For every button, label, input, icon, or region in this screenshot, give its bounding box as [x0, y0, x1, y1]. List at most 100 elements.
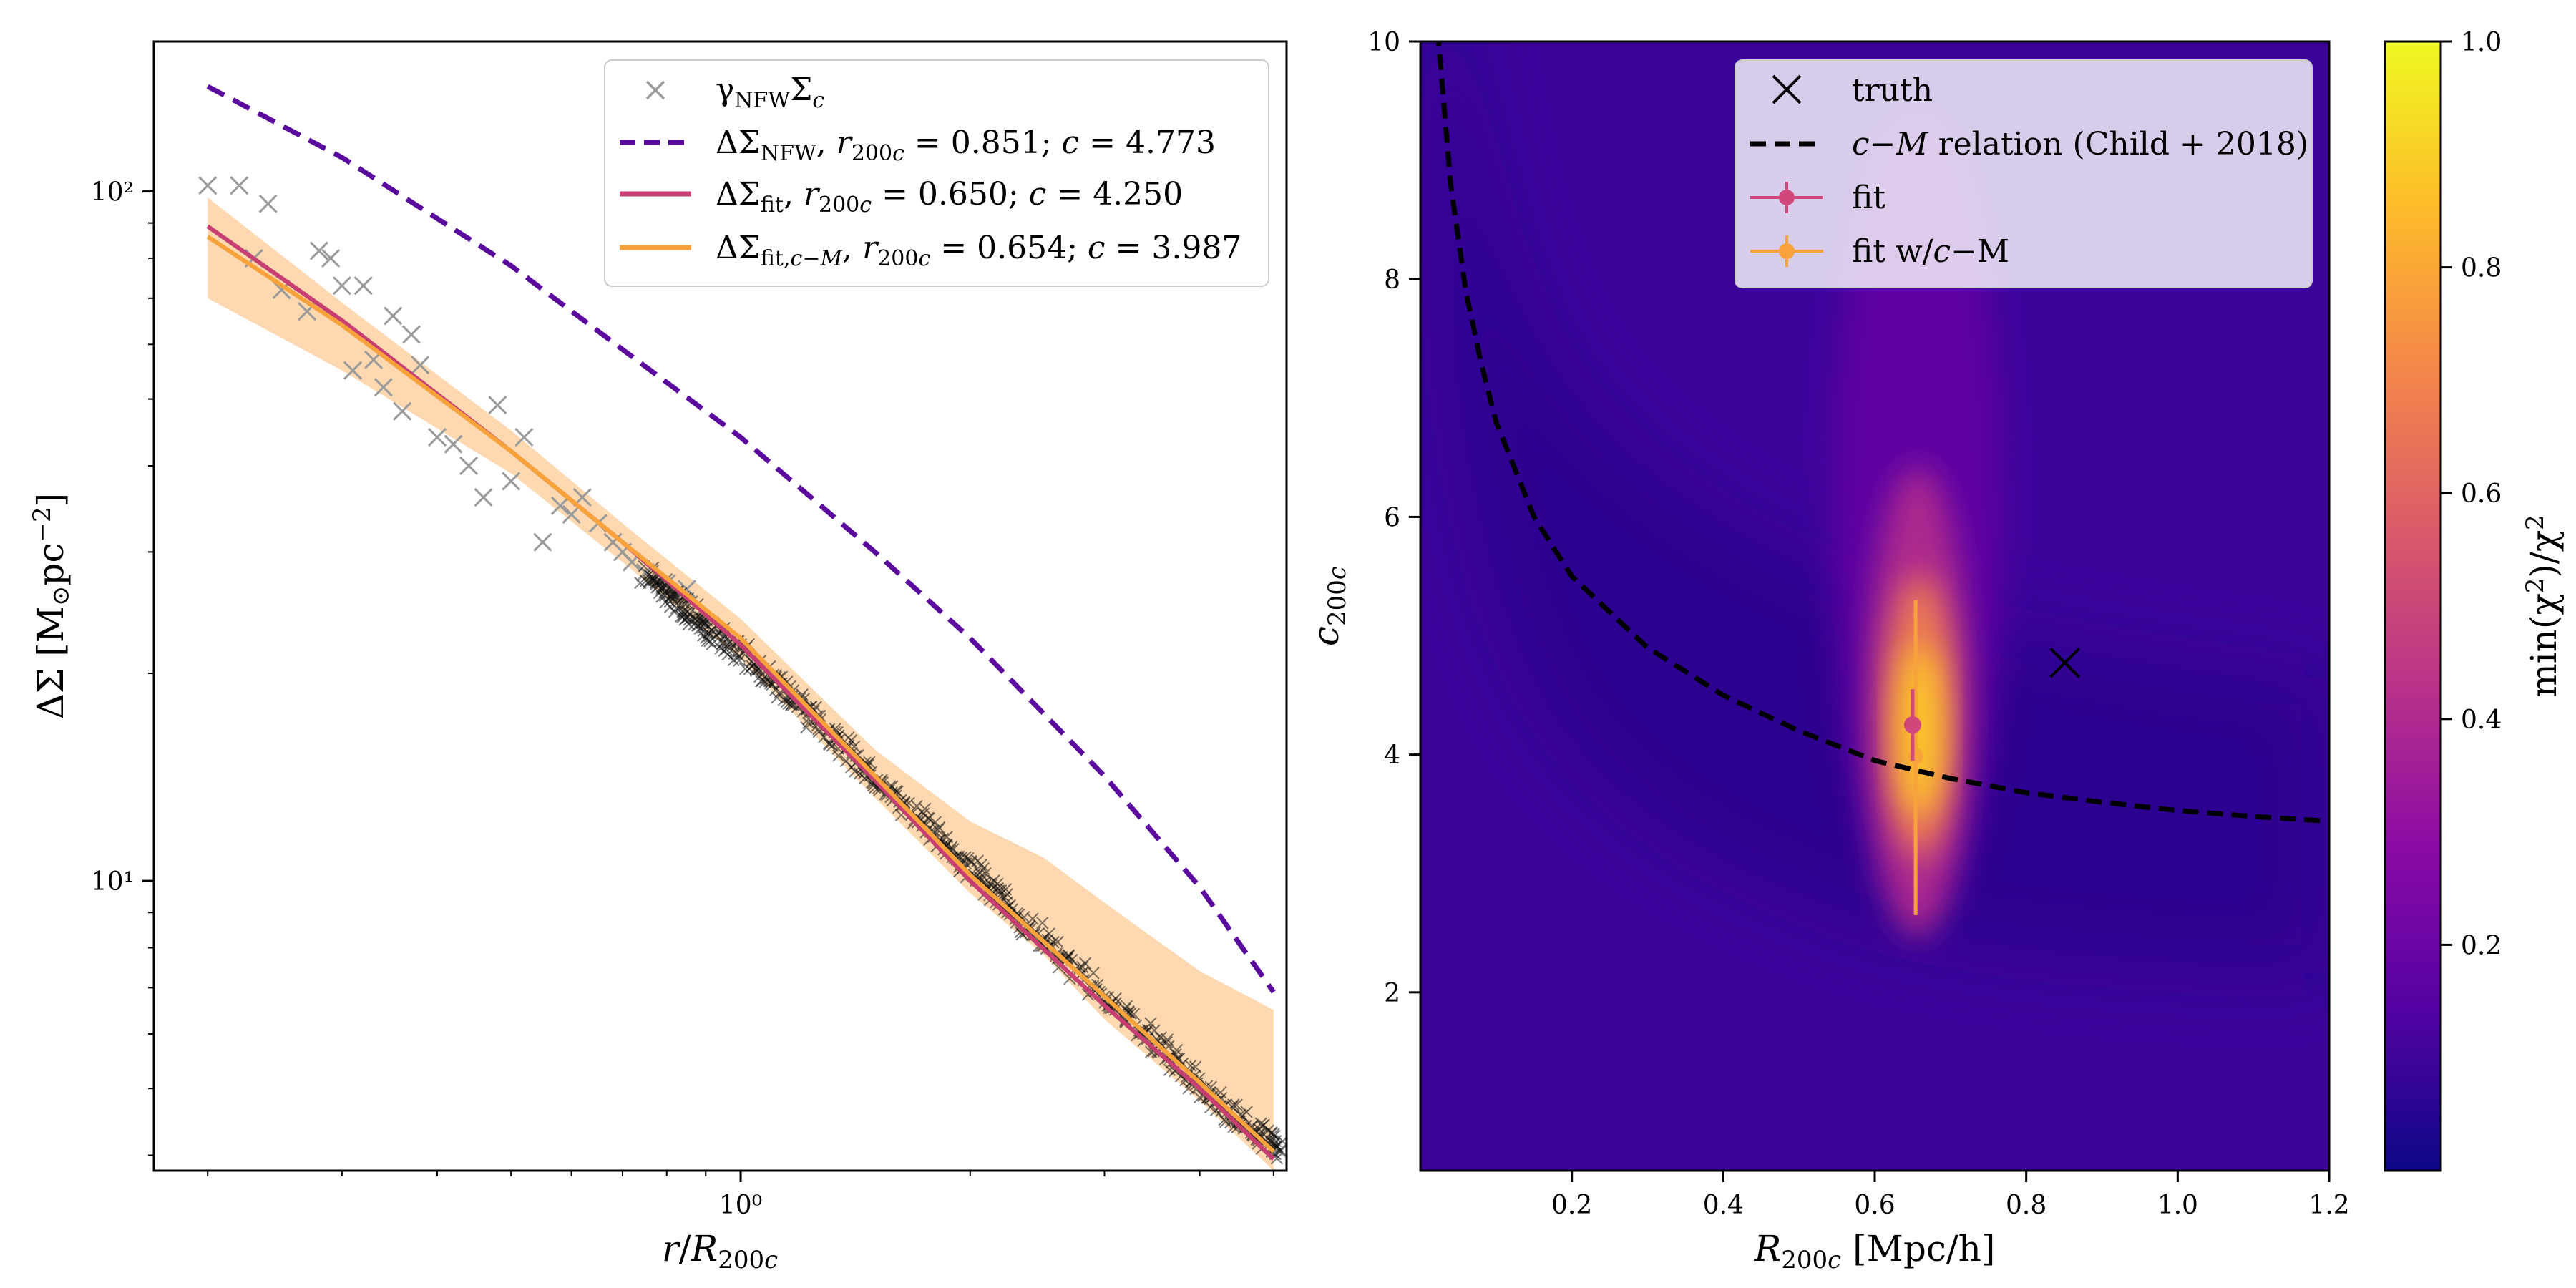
dense-point: [1051, 935, 1064, 949]
svg-text:ΔΣfit, r200c = 0.650; c = 4.2: ΔΣfit, r200c = 0.650; c = 4.250: [716, 176, 1183, 218]
x-tick-label: 10⁰: [719, 1191, 762, 1220]
y-tick-label: 6: [1384, 503, 1400, 532]
dense-point: [1087, 967, 1100, 980]
x-tick-label: 0.8: [2006, 1191, 2046, 1220]
dense-point: [965, 854, 977, 868]
nfw-line: [206, 84, 1276, 994]
x-tick-label: 0.6: [1854, 1191, 1895, 1220]
dense-point: [1160, 1036, 1173, 1049]
fit-cm-point: [1908, 748, 1924, 764]
y-tick-label: 10: [1367, 28, 1400, 57]
scatter-point: [550, 496, 570, 515]
left-x-axis-label: r/R200c: [662, 1228, 778, 1274]
dense-point: [1036, 917, 1049, 930]
dense-point: [1078, 957, 1092, 970]
right-legend-box: [1735, 59, 2313, 288]
dense-point: [738, 663, 752, 675]
right-y-axis-label: c200c: [1305, 566, 1352, 646]
heatmap-likelihood-band: [1435, 42, 2329, 974]
scatter-point: [309, 241, 328, 260]
scatter-point: [533, 532, 552, 552]
dense-point: [719, 643, 733, 656]
scatter-point: [411, 356, 430, 375]
colorbar: 0.2 0.4 0.6 0.8 1.0 min(χ2)/χ2: [2384, 28, 2565, 1172]
dense-point: [1174, 1070, 1188, 1083]
dense-point: [922, 811, 935, 825]
colorbar-tick-label: 0.6: [2461, 479, 2502, 509]
left-panel: 10⁰ 10¹ 10² r/R200c ΔΣ [M⊙pc−2] γNFWΣc ΔΣN…: [28, 40, 1288, 1274]
dense-point: [706, 638, 718, 651]
heat-peak: [1898, 645, 1942, 817]
scatter-point: [321, 248, 341, 268]
y-tick-label: 10¹: [91, 867, 134, 897]
legend-entry-fit-marker: fit: [1750, 180, 1885, 216]
right-ticks: 0.2 0.4 0.6 0.8 1.0 1.2 2 4 6 8 10: [1367, 28, 2349, 1220]
dense-point: [727, 653, 740, 667]
y-tick-label: 10²: [91, 178, 134, 208]
colorbar-tick-label: 0.8: [2461, 254, 2502, 283]
scatter-point: [427, 428, 447, 447]
colorbar-frame: [2384, 40, 2442, 1172]
left-legend-box: [604, 59, 1269, 287]
scatter-point: [444, 434, 463, 454]
scatter-point: [258, 194, 278, 213]
dense-point: [931, 824, 945, 836]
dense-point: [1119, 1013, 1132, 1026]
legend-entry-fit: ΔΣfit, r200c = 0.650; c = 4.250: [620, 176, 1183, 218]
svg-text:fit: fit: [1852, 180, 1885, 216]
right-x-axis-label: R200c [Mpc/h]: [1754, 1228, 1996, 1274]
scatter-point: [353, 276, 373, 296]
dense-point: [733, 654, 746, 667]
y-tick-label: 8: [1384, 265, 1400, 295]
left-y-axis-label: ΔΣ [M⊙pc−2]: [28, 493, 75, 719]
scatter-point: [488, 396, 507, 415]
scatter-point: [374, 378, 393, 397]
scatter-point: [514, 428, 534, 447]
uncertainty-band: [208, 197, 1274, 1171]
svg-text:ΔΣfit,c−M, r200c = 0.654; c =: ΔΣfit,c−M, r200c = 0.654; c = 3.987: [716, 230, 1241, 271]
dense-point: [975, 858, 988, 872]
right-legend: truth c−M relation (Child + 2018) fit fi…: [1735, 59, 2313, 288]
scatter-point: [198, 176, 218, 195]
legend-entry-fit-cm-marker: fit w/c−M: [1750, 233, 2009, 270]
x-tick-label: 0.2: [1551, 1191, 1592, 1220]
scatter-point: [562, 504, 581, 525]
scatter-point: [401, 325, 421, 344]
dense-point: [771, 691, 784, 704]
truth-marker: [2049, 647, 2081, 678]
legend-marker-truth: [1772, 74, 1802, 104]
scatter-point: [332, 276, 351, 296]
legend-marker-x: [645, 80, 665, 100]
dense-point: [994, 884, 1008, 897]
dense-point: [1230, 1098, 1243, 1111]
dense-point: [1081, 988, 1095, 1001]
colorbar-ticks: 0.2 0.4 0.6 0.8 1.0: [2441, 28, 2502, 960]
dense-point: [1025, 928, 1039, 942]
dense-point: [844, 734, 858, 747]
left-ticks: 10⁰ 10¹ 10²: [91, 178, 1274, 1220]
scatter-point: [343, 361, 363, 380]
svg-text:fit w/c−M: fit w/c−M: [1852, 233, 2009, 270]
x-tick-label: 1.2: [2308, 1191, 2349, 1220]
right-panel: 0.2 0.4 0.6 0.8 1.0 1.2 2 4 6 8 10 R200c [Mpc/h] c…: [1305, 28, 2350, 1274]
fit-point: [1903, 716, 1921, 734]
left-legend: γNFWΣc ΔΣNFW, r200c = 0.851; c = 4.773 Δ…: [604, 59, 1269, 287]
x-tick-label: 0.4: [1703, 1191, 1744, 1220]
dense-point: [1144, 1017, 1157, 1030]
dense-point: [929, 816, 942, 829]
dense-point: [1240, 1106, 1253, 1118]
left-axes-frame: [152, 40, 1288, 1172]
dense-point: [1141, 1032, 1154, 1045]
y-tick-label: 4: [1384, 741, 1400, 771]
dense-point: [1265, 1126, 1278, 1139]
legend-entry-truth: truth: [1772, 72, 1933, 109]
colorbar-tick-label: 1.0: [2461, 28, 2502, 57]
fit-cm-line: [206, 235, 1275, 1153]
legend-entry-fit-cm: ΔΣfit,c−M, r200c = 0.654; c = 3.987: [620, 230, 1241, 271]
left-plot-area: [198, 84, 1287, 1171]
legend-fit-cm-dot: [1779, 243, 1795, 259]
scatter-point: [393, 401, 412, 421]
scatter-point: [502, 472, 521, 491]
dense-point: [1026, 912, 1039, 925]
